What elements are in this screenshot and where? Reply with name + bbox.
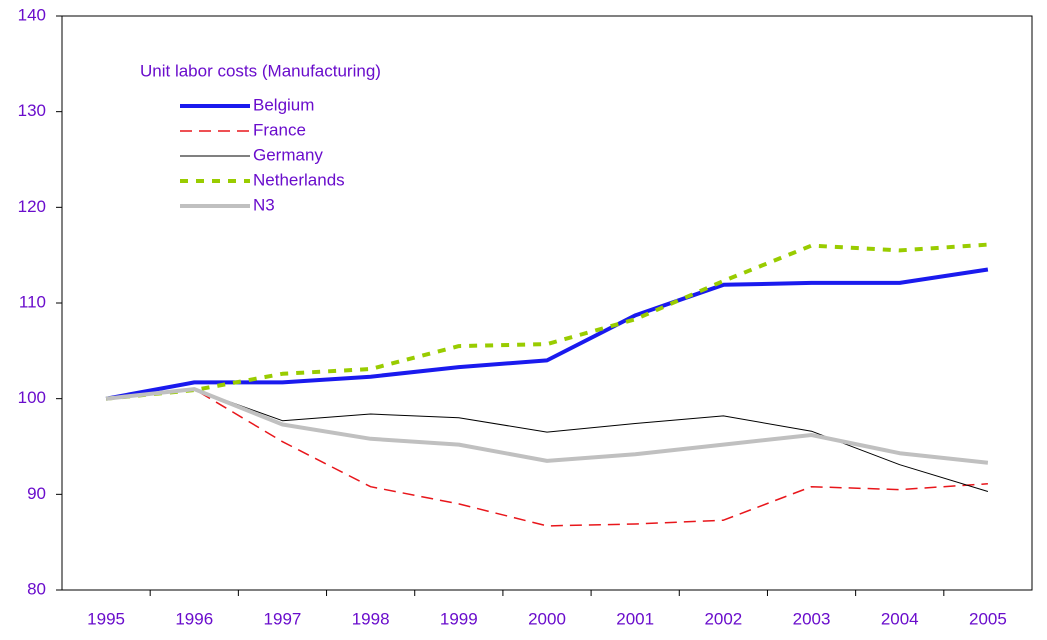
- y-tick-label: 100: [18, 388, 46, 407]
- legend-label: Netherlands: [253, 170, 345, 189]
- legend-label: N3: [253, 195, 275, 214]
- y-tick-label: 130: [18, 101, 46, 120]
- legend-label: Belgium: [253, 95, 314, 114]
- x-tick-label: 2000: [528, 609, 566, 628]
- line-series: [105, 267, 989, 401]
- y-tick-label: 120: [18, 197, 46, 216]
- x-tick-label: 2002: [704, 609, 742, 628]
- y-tick-label: 90: [27, 484, 46, 503]
- x-tick-label: 1999: [440, 609, 478, 628]
- line-series: [106, 388, 989, 492]
- x-tick-label: 2003: [793, 609, 831, 628]
- y-tick-label: 140: [18, 5, 46, 24]
- legend-label: France: [253, 120, 306, 139]
- x-tick-label: 2005: [969, 609, 1007, 628]
- line-series: [106, 388, 988, 527]
- x-tick-label: 1997: [264, 609, 302, 628]
- line-series: [105, 387, 989, 465]
- line-series: [105, 242, 989, 401]
- x-tick-label: 2004: [881, 609, 919, 628]
- x-tick-label: 1995: [87, 609, 125, 628]
- y-tick-label: 110: [19, 292, 46, 311]
- legend-label: Germany: [253, 145, 323, 164]
- x-tick-label: 2001: [616, 609, 654, 628]
- chart-title: Unit labor costs (Manufacturing): [140, 61, 381, 80]
- x-tick-label: 1996: [175, 609, 213, 628]
- y-tick-label: 80: [27, 579, 46, 598]
- plot-frame: [61, 15, 1033, 591]
- x-tick-label: 1998: [352, 609, 390, 628]
